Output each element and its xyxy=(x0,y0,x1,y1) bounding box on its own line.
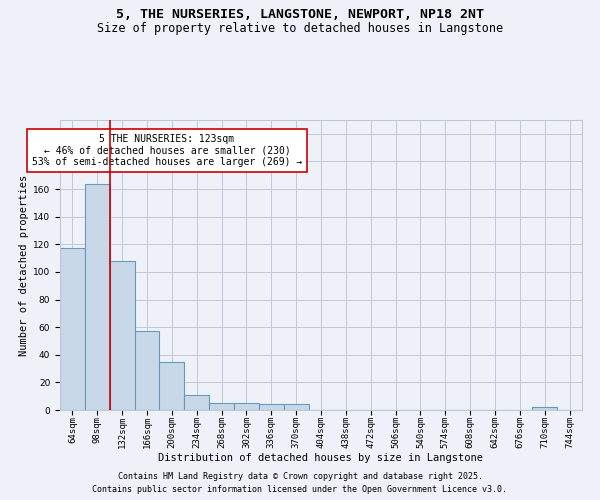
Bar xyxy=(60,248,85,410)
X-axis label: Distribution of detached houses by size in Langstone: Distribution of detached houses by size … xyxy=(158,452,484,462)
Bar xyxy=(184,395,209,410)
Text: Contains public sector information licensed under the Open Government Licence v3: Contains public sector information licen… xyxy=(92,485,508,494)
Y-axis label: Number of detached properties: Number of detached properties xyxy=(19,174,29,356)
Bar xyxy=(110,261,134,410)
Bar xyxy=(284,404,308,410)
Bar xyxy=(85,184,110,410)
Bar xyxy=(160,362,184,410)
Bar xyxy=(209,403,234,410)
Text: Size of property relative to detached houses in Langstone: Size of property relative to detached ho… xyxy=(97,22,503,35)
Bar xyxy=(532,407,557,410)
Text: 5 THE NURSERIES: 123sqm
← 46% of detached houses are smaller (230)
53% of semi-d: 5 THE NURSERIES: 123sqm ← 46% of detache… xyxy=(32,134,302,167)
Text: 5, THE NURSERIES, LANGSTONE, NEWPORT, NP18 2NT: 5, THE NURSERIES, LANGSTONE, NEWPORT, NP… xyxy=(116,8,484,20)
Bar xyxy=(259,404,284,410)
Text: Contains HM Land Registry data © Crown copyright and database right 2025.: Contains HM Land Registry data © Crown c… xyxy=(118,472,482,481)
Bar xyxy=(134,332,160,410)
Bar xyxy=(234,403,259,410)
